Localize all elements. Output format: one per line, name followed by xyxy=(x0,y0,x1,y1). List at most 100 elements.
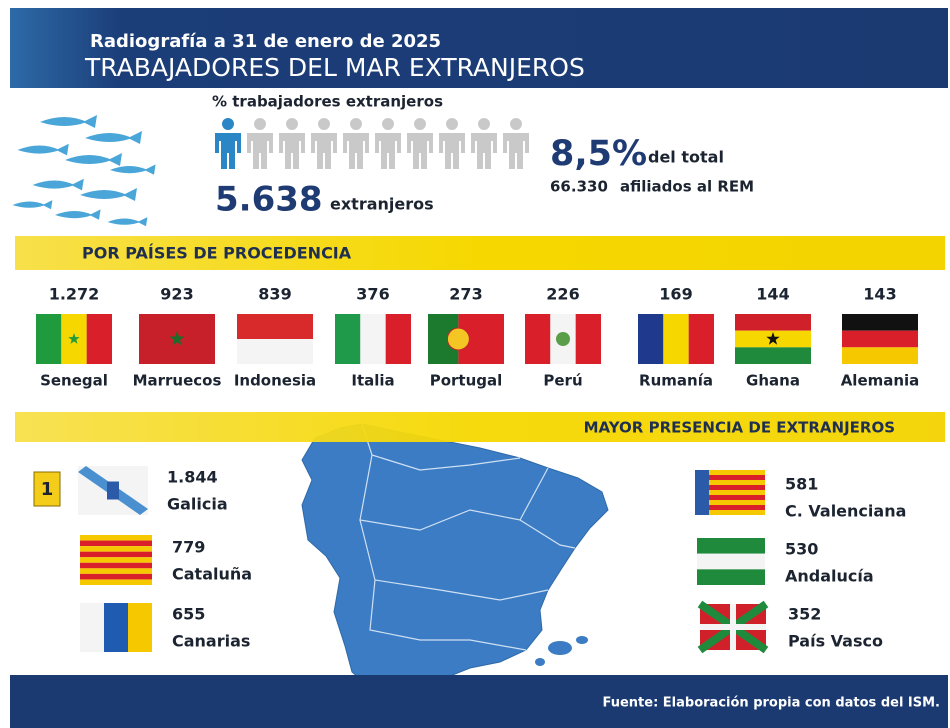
flag-part xyxy=(697,553,765,570)
person-body xyxy=(215,133,241,169)
person-head xyxy=(382,118,394,130)
map-borders xyxy=(359,423,576,651)
country-value: 1.272 xyxy=(49,285,100,304)
country-name: Italia xyxy=(351,372,394,390)
person-body xyxy=(375,133,401,169)
flag-part xyxy=(107,481,119,500)
flag-part xyxy=(360,314,386,364)
person-body xyxy=(407,133,433,169)
flag-part xyxy=(335,314,361,364)
islands xyxy=(535,636,588,666)
flag-part xyxy=(80,579,152,585)
region-value: 779 xyxy=(172,538,205,557)
flag-part xyxy=(709,470,765,475)
region-name: Cataluña xyxy=(172,565,252,584)
country-name: Perú xyxy=(543,372,582,390)
flag-part xyxy=(80,557,152,563)
section-heading: MAYOR PRESENCIA DE EXTRANJEROS xyxy=(584,419,895,437)
country-value: 273 xyxy=(449,285,482,304)
flag-star xyxy=(766,332,780,345)
header-band xyxy=(10,8,948,88)
percent: 8,5% xyxy=(550,134,647,174)
summary-label: % trabajadores extranjeros xyxy=(212,93,443,111)
pictogram xyxy=(215,118,529,169)
flag-part xyxy=(663,314,689,364)
person-head xyxy=(318,118,330,130)
flag-part xyxy=(709,485,765,490)
fish xyxy=(17,143,69,156)
flag-part xyxy=(525,314,551,364)
flag-part xyxy=(697,569,765,585)
percent-label: del total xyxy=(648,148,724,167)
total: 66.330 xyxy=(550,178,608,196)
flag-part xyxy=(104,603,128,652)
flag-part xyxy=(709,510,765,515)
region-name: C. Valenciana xyxy=(785,502,906,521)
fish xyxy=(40,115,97,128)
section-heading: POR PAÍSES DE PROCEDENCIA xyxy=(82,244,352,263)
person-body xyxy=(503,133,529,169)
title: TRABAJADORES DEL MAR EXTRANJEROS xyxy=(84,53,585,82)
flag-part xyxy=(86,314,112,364)
country-value: 169 xyxy=(659,285,692,304)
country-value: 226 xyxy=(546,285,579,304)
source: Fuente: Elaboración propia con datos del… xyxy=(602,696,940,711)
flag-part xyxy=(237,339,313,364)
flag-part xyxy=(80,540,152,547)
flag-part xyxy=(735,314,811,331)
person-head xyxy=(286,118,298,130)
fish xyxy=(55,209,101,220)
flag-part xyxy=(80,568,152,574)
flag-part xyxy=(709,480,765,485)
flag-part xyxy=(700,604,766,650)
flag-part xyxy=(842,347,918,364)
region-name: País Vasco xyxy=(788,632,883,651)
count: 5.638 xyxy=(215,180,323,220)
flag-part xyxy=(709,505,765,510)
fish xyxy=(110,164,156,175)
person-head xyxy=(350,118,362,130)
flag-part xyxy=(80,603,104,652)
country-name: Rumanía xyxy=(639,372,713,390)
region-name: Galicia xyxy=(167,495,228,514)
country-name: Alemania xyxy=(841,372,920,390)
flag-part xyxy=(842,314,918,331)
region-value: 1.844 xyxy=(167,468,218,487)
country-value: 376 xyxy=(356,285,389,304)
region-value: 530 xyxy=(785,540,818,559)
footer-band xyxy=(10,675,948,728)
region-value: 655 xyxy=(172,605,205,624)
fish xyxy=(65,153,122,166)
fish xyxy=(107,217,148,227)
count-label: extranjeros xyxy=(330,195,434,214)
country-value: 144 xyxy=(756,285,789,304)
subtitle: Radiografía a 31 de enero de 2025 xyxy=(90,31,441,52)
country-name: Senegal xyxy=(40,372,108,390)
section-band xyxy=(15,236,945,270)
flag-part xyxy=(709,490,765,495)
flag-part xyxy=(709,500,765,505)
person-head xyxy=(510,118,522,130)
country-value: 143 xyxy=(863,285,896,304)
flag-part xyxy=(385,314,411,364)
person-body xyxy=(247,133,273,169)
person-head xyxy=(478,118,490,130)
country-value: 923 xyxy=(160,285,193,304)
country-name: Indonesia xyxy=(234,372,316,390)
person-head xyxy=(254,118,266,130)
person-head xyxy=(222,118,234,130)
flag-part xyxy=(575,314,601,364)
flag-part xyxy=(80,535,152,541)
country-name: Portugal xyxy=(430,372,503,390)
fish xyxy=(80,188,137,201)
flag-star xyxy=(169,331,185,346)
region-name: Canarias xyxy=(172,632,250,651)
fish xyxy=(85,131,142,144)
flag-part xyxy=(688,314,714,364)
flag-part xyxy=(697,538,765,554)
flag-part xyxy=(80,551,152,558)
rank-label: 1 xyxy=(41,479,54,500)
person-body xyxy=(439,133,465,169)
person-body xyxy=(311,133,337,169)
